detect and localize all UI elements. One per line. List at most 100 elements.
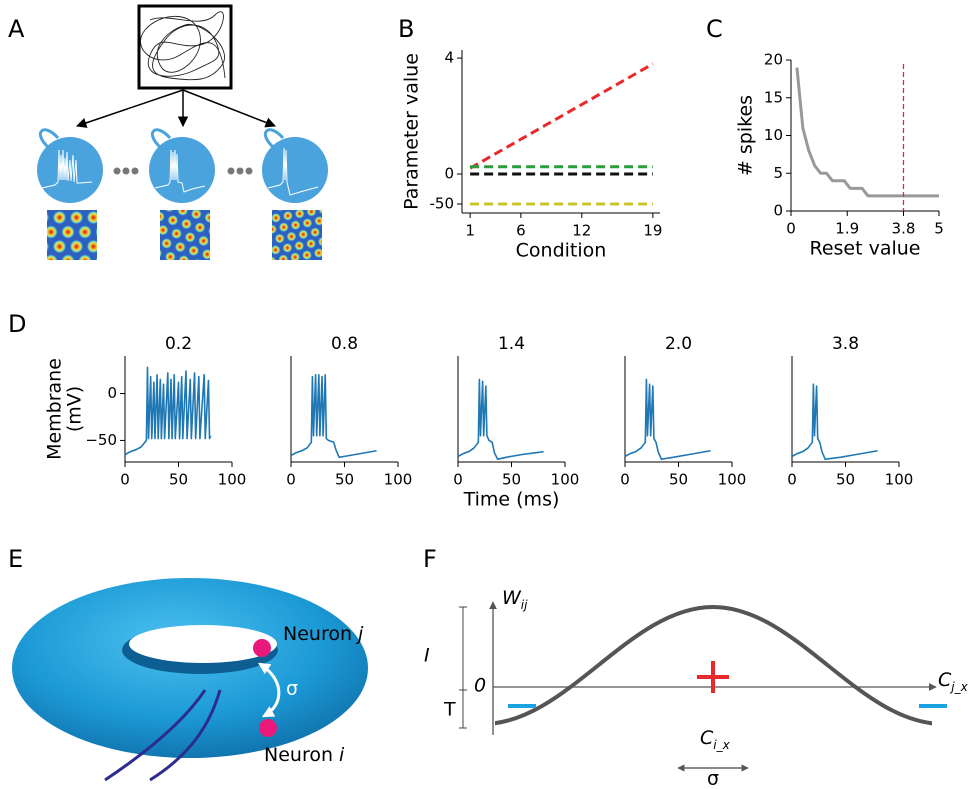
y-axis-label: # spikes (735, 95, 757, 176)
neuron-index: i (339, 744, 345, 766)
y-tick-label: 5 (773, 164, 783, 182)
neuron-loop (150, 128, 172, 149)
x-tick-label: 0 (286, 471, 296, 489)
x-tick-label: 50 (335, 471, 354, 489)
series-line (795, 67, 939, 198)
axis-index: j_x (949, 680, 968, 694)
chart-title: 2.0 (665, 334, 692, 354)
x-tick-label: 50 (836, 471, 855, 489)
axis-symbol: C (938, 669, 952, 691)
center-index: i_x (713, 738, 730, 752)
chart-title: 0.8 (331, 334, 358, 354)
neuron-dot (253, 639, 271, 657)
torus-hole (129, 625, 277, 663)
x-tick-label: 1.9 (835, 220, 859, 238)
x-tick-label: 19 (643, 222, 662, 240)
chart-title: 3.8 (832, 334, 859, 354)
panel-a (37, 4, 328, 260)
weight-index: ij (521, 598, 528, 612)
x-tick-label: 0 (787, 471, 797, 489)
y-axis-label: Membrane (44, 358, 66, 460)
torus-line (104, 689, 207, 782)
brackets (459, 606, 467, 729)
arrow (76, 89, 184, 128)
neuron-label: Neuron i (264, 744, 345, 766)
weight-label: Wij (502, 587, 528, 612)
center-symbol: C (700, 727, 714, 749)
distance-label: σ (286, 678, 298, 700)
neuron-loop (263, 128, 285, 149)
x-tick-label: 0 (620, 471, 630, 489)
panel-f: Wij I T 0 Cj_x Ci_x σ (424, 587, 969, 789)
x-tick-label: 100 (384, 471, 413, 489)
neuron-trace (154, 149, 206, 193)
y-axis-label: (mV) (64, 386, 86, 432)
x-tick-label: 100 (718, 471, 747, 489)
x-tick-label: 50 (169, 471, 188, 489)
neuron-trace (267, 147, 319, 196)
y-tick-label: 0 (444, 165, 454, 183)
rate-map (160, 210, 210, 260)
panel-e: σ Neuron j Neuron i (12, 578, 368, 782)
panel-letter: B (398, 15, 414, 43)
x-axis-label: Reset value (809, 238, 920, 260)
panel-letter: E (8, 545, 23, 573)
series-line (290, 373, 377, 459)
neuron-index: j (355, 623, 364, 645)
arrow (182, 89, 276, 128)
y-tick-label: 20 (764, 51, 783, 69)
neuron-trace (41, 149, 93, 189)
panel-letter: D (8, 310, 26, 338)
panel-letter: F (423, 545, 437, 573)
y-tick-label: 0 (107, 384, 117, 402)
axis-label: Cj_x (938, 669, 969, 694)
weight-symbol: W (502, 587, 522, 609)
x-tick-label: 100 (551, 471, 580, 489)
rate-map (272, 210, 322, 260)
x-tick-label: 0 (453, 471, 463, 489)
neuron-label: Neuron j (283, 623, 364, 645)
x-tick-label: 1 (465, 222, 475, 240)
y-tick-label: -50 (430, 194, 455, 212)
x-axis-label: Condition (516, 240, 607, 262)
x-tick-label: 5 (934, 220, 944, 238)
x-tick-label: 100 (218, 471, 247, 489)
trajectory (140, 11, 226, 81)
y-tick-label: 15 (764, 88, 783, 106)
rate-map (47, 210, 97, 260)
y-tick-label: 0 (773, 202, 783, 220)
neuron-text: Neuron (264, 744, 333, 766)
panel-letter: A (8, 15, 25, 43)
ellipsis (113, 167, 253, 175)
chart-title: 1.4 (498, 334, 525, 354)
neuron-dot (259, 719, 277, 737)
series-line (469, 62, 654, 170)
amplitude-label: I (424, 645, 430, 667)
series-line (624, 378, 711, 460)
x-tick-label: 100 (885, 471, 914, 489)
distance-arrow (257, 662, 281, 718)
weight-curve (495, 604, 932, 726)
neuron-text: Neuron (283, 623, 352, 645)
x-tick-label: 3.8 (892, 220, 916, 238)
torus-line (149, 689, 222, 782)
x-tick-label: 6 (516, 222, 526, 240)
series-line (457, 378, 544, 460)
threshold-label: T (443, 699, 456, 721)
panel-letter: C (706, 15, 723, 43)
chart-title: 0.2 (165, 334, 192, 354)
x-tick-label: 0 (120, 471, 130, 489)
width-label: σ (707, 768, 719, 789)
neuron (149, 137, 215, 203)
y-tick-label: −50 (85, 431, 117, 449)
series-line (791, 383, 878, 460)
origin-label: 0 (474, 675, 486, 697)
x-tick-label: 50 (669, 471, 688, 489)
neuron (262, 137, 328, 203)
center-label: Ci_x (700, 727, 731, 752)
x-tick-label: 50 (502, 471, 521, 489)
x-axis-label: Time (ms) (463, 489, 560, 511)
